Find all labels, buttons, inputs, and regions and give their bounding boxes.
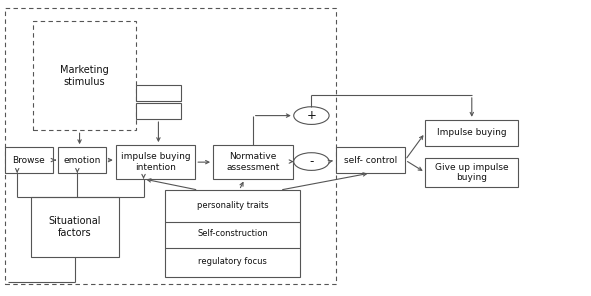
Text: emotion: emotion bbox=[63, 156, 100, 165]
Text: impulse buying
intention: impulse buying intention bbox=[121, 152, 190, 172]
Text: regulatory focus: regulatory focus bbox=[198, 257, 267, 266]
Bar bbox=[59, 147, 106, 173]
Text: Marketing
stimulus: Marketing stimulus bbox=[60, 65, 109, 87]
Bar bbox=[425, 120, 518, 146]
Bar bbox=[33, 21, 137, 130]
Bar bbox=[5, 147, 53, 173]
Text: Situational
factors: Situational factors bbox=[48, 216, 101, 238]
Bar bbox=[336, 147, 405, 173]
Text: Self-construction: Self-construction bbox=[197, 229, 268, 238]
Text: Impulse buying: Impulse buying bbox=[437, 128, 506, 137]
Circle shape bbox=[294, 153, 329, 170]
Bar bbox=[116, 145, 195, 179]
Text: Normative
assessment: Normative assessment bbox=[226, 152, 280, 172]
Text: +: + bbox=[307, 109, 316, 122]
Circle shape bbox=[294, 107, 329, 124]
Text: self- control: self- control bbox=[344, 156, 397, 165]
Text: -: - bbox=[309, 155, 314, 168]
Text: Browse: Browse bbox=[12, 156, 46, 165]
Bar bbox=[213, 145, 293, 179]
Bar bbox=[425, 158, 518, 187]
Bar bbox=[165, 190, 300, 277]
Text: personality traits: personality traits bbox=[197, 201, 268, 210]
Bar bbox=[137, 103, 180, 119]
Bar bbox=[137, 85, 180, 101]
Text: Give up impulse
buying: Give up impulse buying bbox=[435, 163, 509, 182]
Bar bbox=[5, 8, 336, 284]
Bar bbox=[31, 197, 119, 257]
